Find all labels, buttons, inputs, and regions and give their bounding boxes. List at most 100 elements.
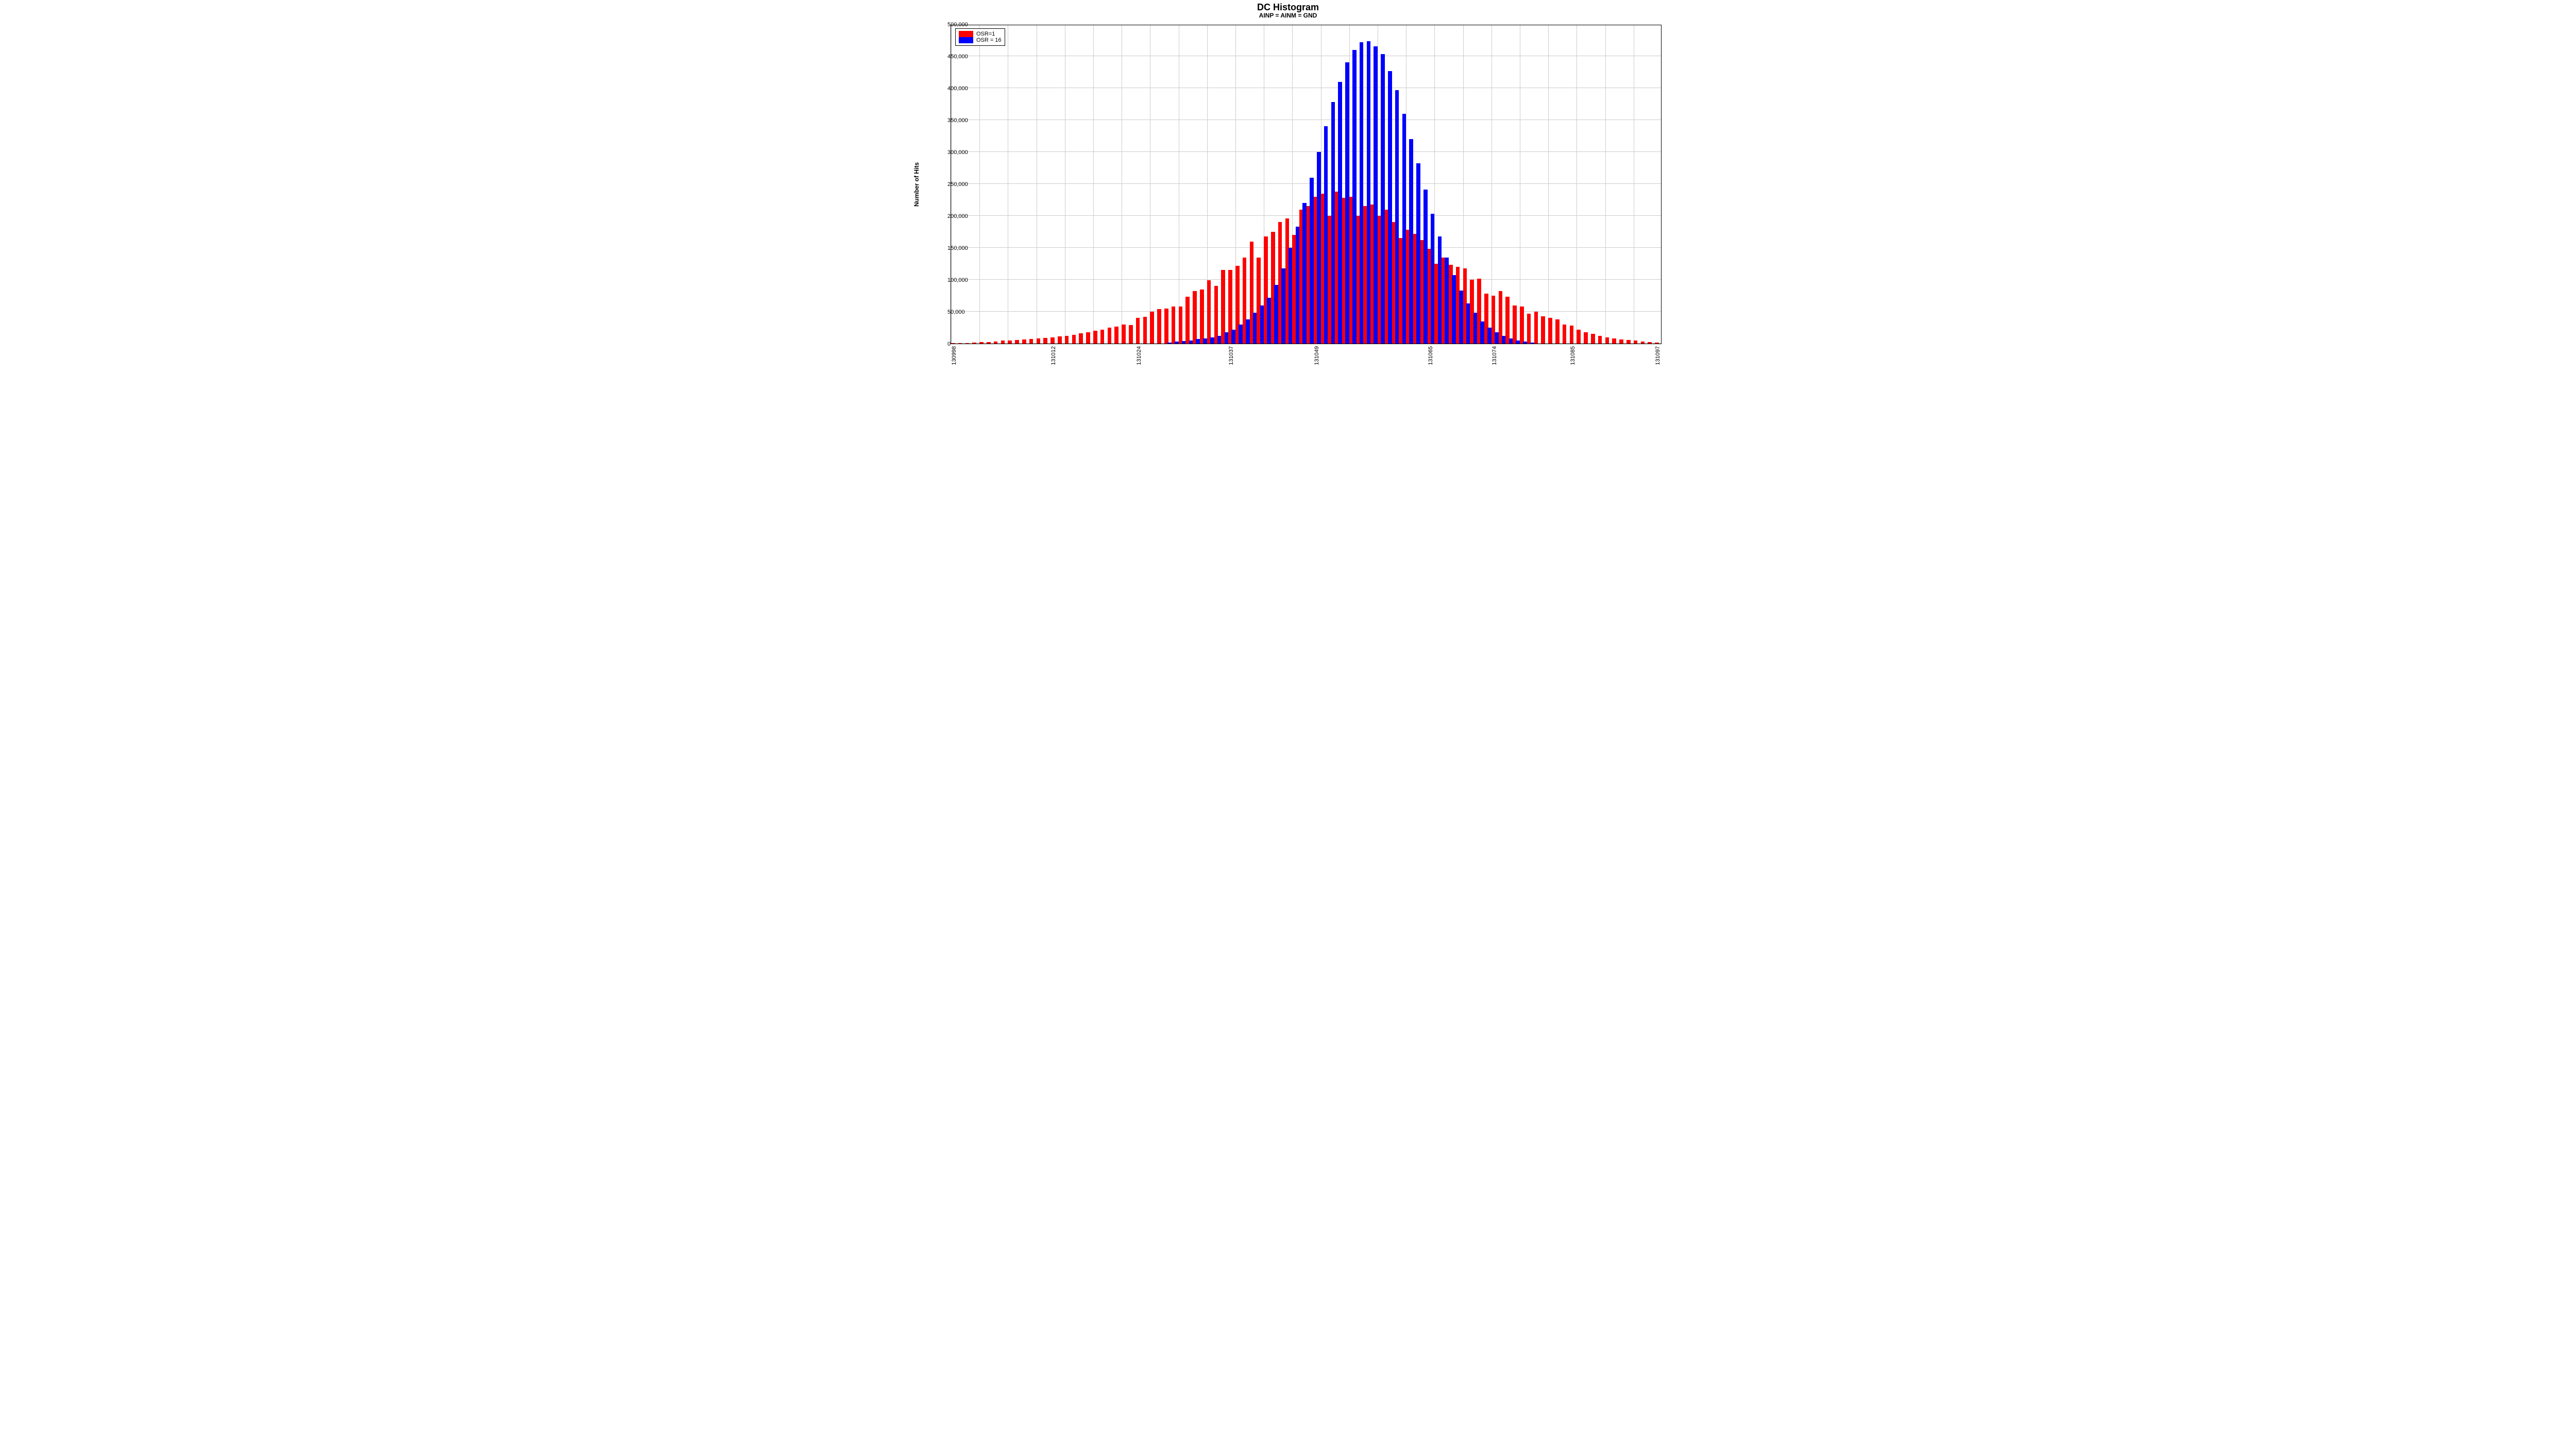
histogram-bar	[1431, 214, 1435, 344]
legend-item: OSR=1	[959, 31, 1002, 37]
histogram-bar	[958, 343, 962, 344]
histogram-bar	[1289, 248, 1293, 344]
x-tick-label: 131012	[1050, 346, 1057, 365]
histogram-bar	[1302, 203, 1307, 344]
histogram-bar	[1058, 336, 1062, 344]
histogram-bar	[1473, 313, 1478, 344]
histogram-bar	[1189, 341, 1193, 344]
histogram-bar	[1022, 339, 1026, 344]
histogram-bar	[1577, 330, 1581, 344]
histogram-bar	[1260, 305, 1264, 344]
histogram-bar	[972, 343, 976, 344]
histogram-bar	[1423, 190, 1428, 344]
y-tick-label: 200,000	[947, 213, 951, 219]
histogram-bar	[1043, 338, 1047, 344]
y-tick-label: 450,000	[947, 54, 951, 60]
histogram-bar	[994, 342, 998, 344]
histogram-bar	[1570, 326, 1574, 344]
grid-line-vertical	[1605, 25, 1606, 344]
legend: OSR=1OSR = 16	[955, 28, 1005, 46]
histogram-bar	[1505, 297, 1510, 344]
histogram-bar	[1619, 339, 1623, 344]
y-tick-label: 100,000	[947, 277, 951, 283]
chart-subtitle: AINP = AINM = GND	[909, 12, 1667, 19]
histogram-bar	[1520, 307, 1524, 344]
y-tick-label: 0	[947, 341, 951, 347]
histogram-bar	[1196, 339, 1200, 344]
histogram-bar	[1172, 307, 1176, 344]
histogram-bar	[1281, 268, 1285, 344]
histogram-bar	[1438, 236, 1442, 344]
histogram-bar	[1502, 336, 1506, 344]
histogram-bar	[1495, 332, 1499, 344]
legend-swatch	[959, 31, 973, 37]
histogram-bar	[1324, 126, 1328, 344]
histogram-bar	[1203, 338, 1207, 344]
histogram-bar	[1008, 341, 1012, 344]
histogram-bar	[1360, 42, 1364, 344]
histogram-bar	[1641, 342, 1645, 344]
histogram-bar	[1136, 318, 1140, 344]
histogram-bar	[1093, 331, 1097, 344]
histogram-bar	[1513, 305, 1517, 344]
legend-item: OSR = 16	[959, 37, 1002, 43]
histogram-bar	[1122, 325, 1126, 344]
histogram-bar	[1563, 325, 1567, 344]
histogram-bar	[1598, 336, 1602, 344]
histogram-bar	[1655, 343, 1659, 344]
histogram-bar	[979, 342, 984, 344]
histogram-bar	[1167, 343, 1172, 344]
histogram-bar	[1217, 336, 1222, 344]
histogram-bar	[951, 343, 955, 344]
histogram-bar	[1164, 309, 1168, 344]
histogram-bar	[1534, 312, 1538, 344]
histogram-bar	[1072, 335, 1076, 344]
grid-line-vertical	[1548, 25, 1549, 344]
histogram-bar	[1225, 332, 1229, 344]
legend-swatch	[959, 37, 973, 43]
histogram-bar	[1207, 280, 1211, 344]
histogram-bar	[1352, 50, 1357, 344]
grid-line-horizontal	[951, 151, 1661, 152]
histogram-bar	[1267, 298, 1271, 344]
x-tick-label: 130998	[951, 346, 957, 365]
histogram-bar	[1509, 338, 1513, 344]
y-tick-label: 350,000	[947, 117, 951, 124]
histogram-bar	[1182, 341, 1186, 344]
histogram-bar	[1246, 319, 1250, 344]
plot-area: OSR=1OSR = 16	[951, 25, 1662, 344]
legend-label: OSR=1	[976, 31, 995, 37]
histogram-bar	[1143, 317, 1147, 344]
histogram-bar	[1445, 258, 1449, 344]
histogram-bar	[1185, 297, 1190, 344]
histogram-bar	[1541, 316, 1545, 344]
histogram-bar	[1555, 319, 1560, 344]
histogram-bar	[1374, 46, 1378, 344]
histogram-bar	[1338, 82, 1342, 344]
legend-label: OSR = 16	[976, 37, 1002, 43]
histogram-bar	[1129, 325, 1133, 344]
histogram-bar	[1584, 332, 1588, 344]
x-tick-label: 131065	[1428, 346, 1434, 365]
histogram-bar	[1317, 152, 1321, 344]
y-tick-label: 500,000	[947, 22, 951, 28]
histogram-bar	[1274, 285, 1278, 344]
histogram-bar	[1100, 330, 1105, 344]
histogram-bar	[1548, 318, 1552, 344]
histogram-bar	[1345, 62, 1349, 344]
histogram-bar	[1079, 333, 1083, 344]
grid-line-horizontal	[951, 183, 1661, 184]
histogram-bar	[987, 342, 991, 344]
histogram-bar	[1108, 328, 1112, 344]
histogram-bar	[1516, 341, 1520, 344]
histogram-bar	[1367, 41, 1371, 344]
x-tick-label: 131085	[1570, 346, 1576, 365]
histogram-bar	[1381, 54, 1385, 344]
histogram-bar	[1530, 343, 1534, 344]
histogram-bar	[1239, 325, 1243, 344]
histogram-bar	[1029, 339, 1033, 344]
histogram-bar	[1001, 341, 1005, 344]
x-tick-label: 131049	[1314, 346, 1320, 365]
histogram-bar	[1200, 290, 1204, 344]
histogram-bar	[1612, 338, 1616, 344]
